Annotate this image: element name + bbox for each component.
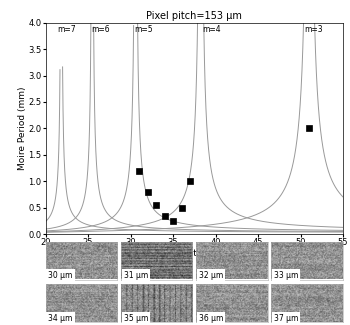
Text: m=6: m=6: [91, 25, 110, 34]
Text: 36 μm: 36 μm: [199, 314, 223, 322]
Text: 35 μm: 35 μm: [124, 314, 148, 322]
X-axis label: Prism pitch (μm): Prism pitch (μm): [157, 249, 232, 257]
Text: m=7: m=7: [57, 25, 76, 34]
Text: 37 μm: 37 μm: [274, 314, 299, 322]
Text: 32 μm: 32 μm: [199, 271, 223, 280]
Text: m=5: m=5: [134, 25, 153, 34]
Text: m=3: m=3: [304, 25, 323, 34]
Text: 31 μm: 31 μm: [124, 271, 148, 280]
Title: Pixel pitch=153 μm: Pixel pitch=153 μm: [146, 11, 242, 20]
Y-axis label: Moire Period (mm): Moire Period (mm): [18, 87, 27, 170]
Text: 30 μm: 30 μm: [48, 271, 73, 280]
Text: m=4: m=4: [202, 25, 220, 34]
Text: 33 μm: 33 μm: [274, 271, 299, 280]
Text: 34 μm: 34 μm: [48, 314, 73, 322]
